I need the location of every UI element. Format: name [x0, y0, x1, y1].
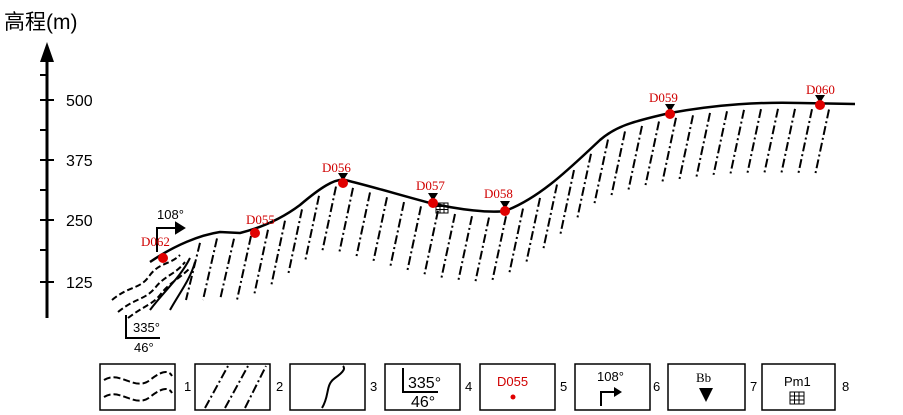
hatch-line: [729, 109, 745, 177]
legend-text: Bb: [696, 370, 711, 385]
legend-box: [761, 363, 836, 411]
point-label: D062: [141, 234, 170, 249]
tick-label: 125: [66, 275, 93, 292]
hatch-line: [780, 108, 796, 176]
hatch-line: [304, 195, 320, 263]
legend-number: 3: [370, 379, 377, 394]
point-label: D055: [246, 212, 275, 227]
hatching: [185, 108, 830, 301]
hatch-line: [372, 197, 388, 264]
hatch-line: [440, 213, 456, 281]
dip-label: 335°: [133, 320, 160, 335]
hatch-line: [610, 131, 626, 198]
point-label: D059: [649, 90, 678, 105]
hatch-line: [457, 215, 473, 283]
legend-text: Pm1: [784, 374, 811, 389]
grid-marker: [435, 202, 449, 214]
folded-strata: [111, 254, 196, 319]
point-label: D060: [806, 82, 835, 97]
legend-number: 2: [276, 379, 283, 394]
hatch-line: [321, 186, 337, 253]
legend-number: 7: [750, 379, 757, 394]
legend-text: 46°: [411, 394, 435, 411]
tick-label: 250: [66, 213, 93, 230]
hatch-line: [576, 153, 592, 220]
legend-box: [99, 363, 176, 411]
legend-number: 8: [842, 379, 849, 394]
hatch-line: [508, 208, 524, 275]
hatch-line: [389, 201, 405, 269]
hatch-line: [202, 238, 218, 301]
sample-markers: [338, 95, 825, 209]
point-label: D057: [416, 178, 445, 193]
point-label: D056: [322, 160, 351, 175]
tick-label: 500: [66, 93, 93, 110]
legend-number: 5: [560, 379, 567, 394]
hatch-line: [491, 216, 507, 283]
hatch-line: [661, 117, 677, 185]
legend-text: 335°: [408, 375, 441, 392]
hatch-line: [253, 229, 269, 296]
hatch-line: [185, 242, 201, 301]
axis-label: 高程(m): [4, 11, 77, 34]
hatch-line: [695, 112, 711, 180]
hatch-line: [559, 169, 575, 237]
strike-symbol: [125, 221, 186, 339]
tick-label: 375: [66, 153, 93, 170]
legend-box: [194, 363, 271, 411]
ticks: [40, 74, 54, 283]
terrain-line: [149, 101, 856, 264]
legend-box: [479, 363, 556, 411]
hatch-line: [236, 235, 252, 301]
legend-number: 4: [465, 379, 472, 394]
legend-box: [289, 363, 366, 411]
hatch-line: [593, 139, 609, 206]
point-label: D058: [484, 186, 513, 201]
legend-number: 1: [184, 379, 191, 394]
strike-label: 108°: [157, 207, 184, 222]
hatch-line: [270, 220, 286, 287]
legend-text: D055: [497, 374, 528, 389]
axis-arrow: [40, 42, 54, 62]
hatch-line: [338, 187, 354, 255]
hatch-line: [678, 115, 694, 182]
hatch-line: [542, 184, 558, 251]
hatch-line: [644, 121, 660, 188]
hatch-line: [627, 125, 643, 193]
legend-box: [384, 363, 461, 411]
hatch-line: [474, 217, 490, 284]
legend-text: 108°: [597, 369, 624, 384]
hatch-line: [712, 111, 728, 178]
points: [158, 100, 825, 263]
dip-label: 46°: [134, 340, 154, 355]
hatch-line: [219, 238, 235, 301]
hatch-line: [287, 209, 303, 276]
hatch-line: [525, 197, 541, 265]
hatch-line: [406, 206, 422, 273]
legend-box: [574, 363, 651, 411]
hatch-line: [355, 192, 371, 259]
hatch-line: [746, 108, 762, 176]
legend: [99, 363, 836, 411]
hatch-line: [423, 210, 439, 277]
legend-number: 6: [653, 379, 660, 394]
hatch-line: [814, 109, 830, 176]
hatch-line: [797, 109, 813, 176]
hatch-line: [763, 108, 779, 175]
legend-box: [667, 363, 746, 411]
